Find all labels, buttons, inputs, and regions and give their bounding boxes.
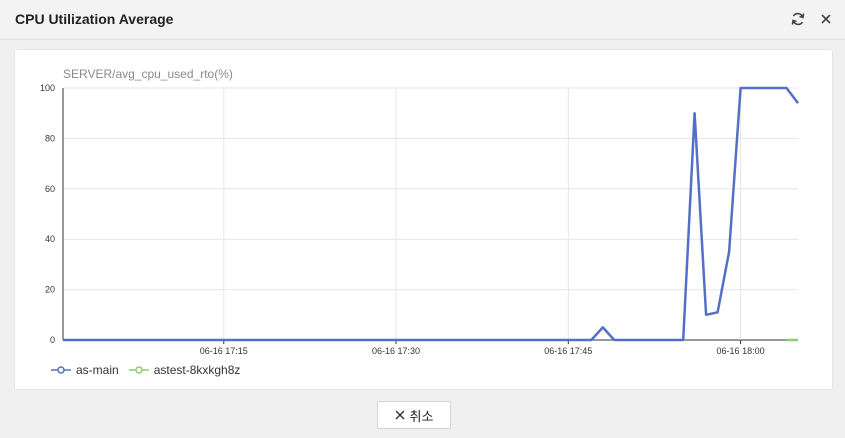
x-tick-label: 06-16 17:30 xyxy=(372,346,420,356)
dialog-title: CPU Utilization Average xyxy=(15,11,174,27)
cancel-label: 취소 xyxy=(409,408,434,424)
y-tick-label: 0 xyxy=(50,335,55,345)
y-tick-label: 20 xyxy=(45,285,55,295)
y-tick-label: 80 xyxy=(45,133,55,143)
legend-marker xyxy=(51,366,71,374)
chart-title: SERVER/avg_cpu_used_rto(%) xyxy=(63,67,233,81)
chart-legend: as-main astest-8kxkgh8z xyxy=(51,363,240,377)
legend-item[interactable]: as-main xyxy=(51,363,119,377)
close-icon xyxy=(395,408,405,423)
close-icon[interactable] xyxy=(817,10,835,28)
legend-item[interactable]: astest-8kxkgh8z xyxy=(128,363,241,377)
series-line-as-main xyxy=(63,86,799,342)
y-tick-label: 60 xyxy=(45,184,55,194)
x-tick-label: 06-16 18:00 xyxy=(717,346,765,356)
y-tick-label: 100 xyxy=(40,83,55,93)
legend-marker xyxy=(128,366,149,374)
legend-label: astest-8kxkgh8z xyxy=(153,363,241,377)
x-tick-label: 06-16 17:15 xyxy=(200,346,248,356)
chart-panel: SERVER/avg_cpu_used_rto(%) 100 80 60 40 20 0 0… xyxy=(14,49,833,390)
y-tick-label: 40 xyxy=(45,234,55,244)
legend-label: as-main xyxy=(76,363,119,377)
x-tick-label: 06-16 17:45 xyxy=(544,346,592,356)
refresh-icon[interactable] xyxy=(789,10,807,28)
dialog-header: CPU Utilization Average xyxy=(0,0,845,40)
cancel-button[interactable]: 취소 xyxy=(377,401,451,429)
cpu-line-chart: 100 80 60 40 20 0 06-16 17:15 06-16 17:30 06-16 … xyxy=(40,83,799,356)
